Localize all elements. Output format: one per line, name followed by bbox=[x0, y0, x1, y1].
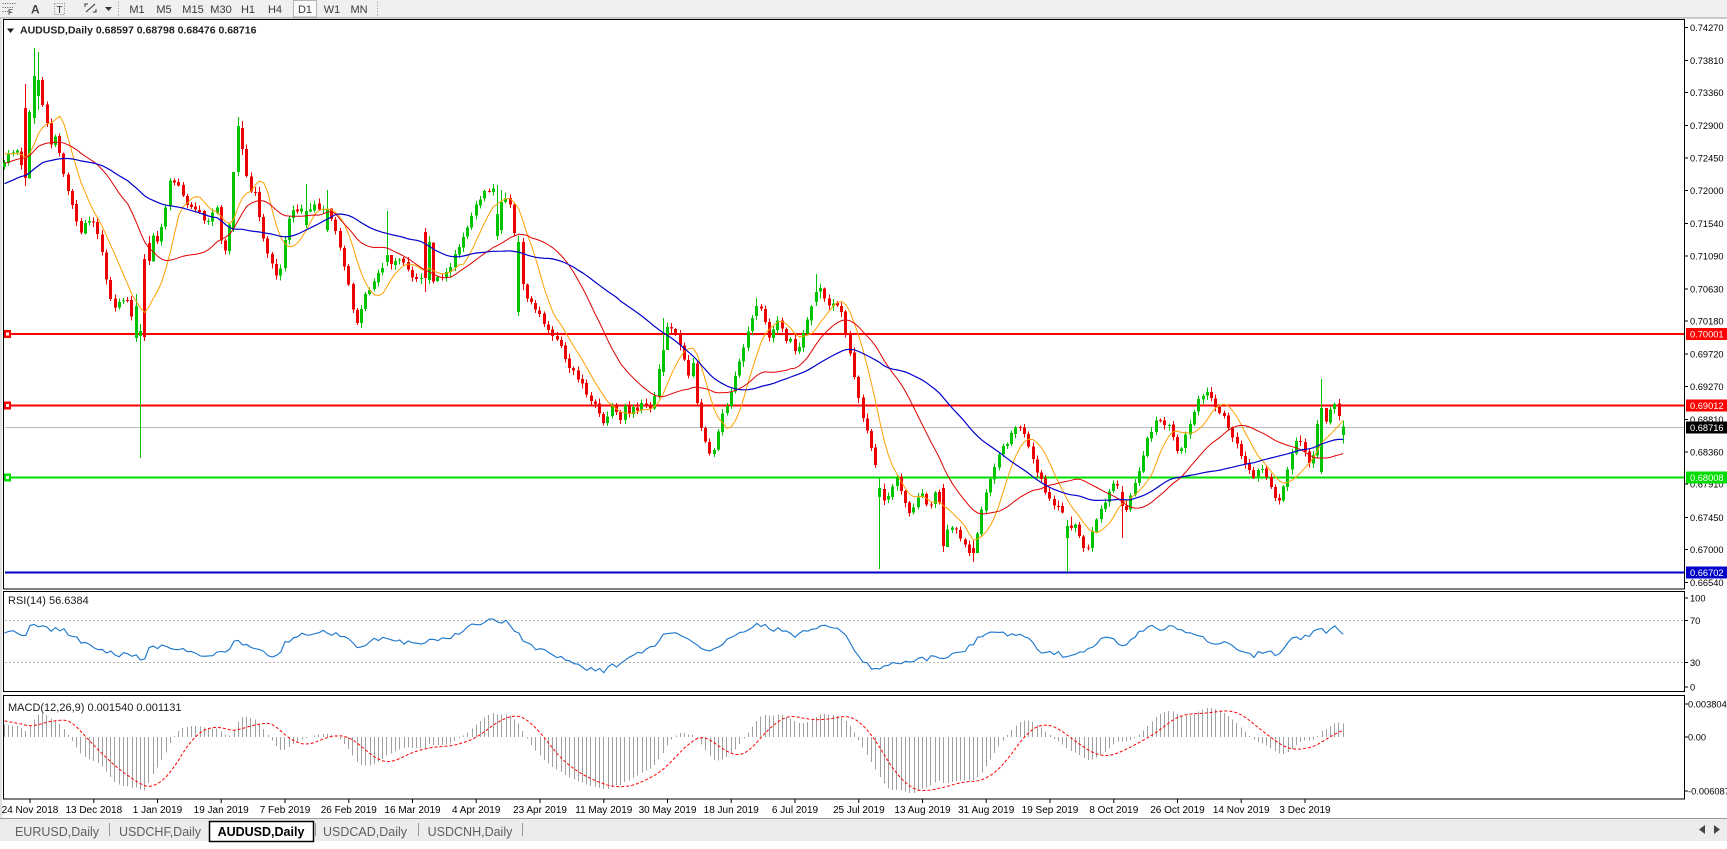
svg-text:0: 0 bbox=[1690, 683, 1695, 693]
svg-text:13 Dec 2018: 13 Dec 2018 bbox=[65, 805, 122, 816]
svg-text:USDCAD,Daily: USDCAD,Daily bbox=[323, 825, 408, 839]
svg-text:H1: H1 bbox=[241, 4, 255, 16]
svg-text:0.67450: 0.67450 bbox=[1690, 513, 1724, 523]
svg-text:8 Oct 2019: 8 Oct 2019 bbox=[1089, 805, 1138, 816]
svg-text:M15: M15 bbox=[182, 4, 203, 16]
svg-text:7 Feb 2019: 7 Feb 2019 bbox=[260, 805, 311, 816]
svg-text:0.73360: 0.73360 bbox=[1690, 88, 1724, 98]
svg-text:30: 30 bbox=[1690, 658, 1700, 668]
svg-text:0.70180: 0.70180 bbox=[1690, 317, 1724, 327]
svg-text:0.69270: 0.69270 bbox=[1690, 382, 1724, 392]
svg-text:M30: M30 bbox=[210, 4, 231, 16]
svg-text:70: 70 bbox=[1690, 616, 1700, 626]
svg-text:A: A bbox=[31, 3, 40, 17]
svg-text:26 Feb 2019: 26 Feb 2019 bbox=[321, 805, 378, 816]
svg-text:1 Jan 2019: 1 Jan 2019 bbox=[133, 805, 183, 816]
svg-text:16 Mar 2019: 16 Mar 2019 bbox=[384, 805, 441, 816]
svg-text:AUDUSD,Daily 0.68597 0.68798: AUDUSD,Daily 0.68597 0.68798 0.68476 0.6… bbox=[20, 25, 257, 37]
svg-text:0.71540: 0.71540 bbox=[1690, 219, 1724, 229]
svg-text:13 Aug 2019: 13 Aug 2019 bbox=[894, 805, 951, 816]
svg-text:0.70001: 0.70001 bbox=[1690, 330, 1724, 340]
svg-text:0.68008: 0.68008 bbox=[1690, 473, 1724, 483]
svg-text:0.68716: 0.68716 bbox=[1690, 423, 1724, 433]
svg-text:0.72450: 0.72450 bbox=[1690, 154, 1724, 164]
svg-text:4 Apr 2019: 4 Apr 2019 bbox=[452, 805, 501, 816]
svg-text:D1: D1 bbox=[298, 4, 312, 16]
svg-text:USDCHF,Daily: USDCHF,Daily bbox=[119, 825, 202, 839]
svg-text:RSI(14) 56.6384: RSI(14) 56.6384 bbox=[8, 595, 89, 607]
svg-text:0.67000: 0.67000 bbox=[1690, 545, 1724, 555]
svg-text:100: 100 bbox=[1690, 594, 1706, 604]
svg-text:14 Nov 2019: 14 Nov 2019 bbox=[1213, 805, 1270, 816]
svg-text:0.68360: 0.68360 bbox=[1690, 447, 1724, 457]
svg-text:MACD(12,26,9) 0.001540 0.00113: MACD(12,26,9) 0.001540 0.001131 bbox=[8, 702, 181, 714]
svg-text:0.74270: 0.74270 bbox=[1690, 23, 1724, 33]
svg-text:25 Jul 2019: 25 Jul 2019 bbox=[833, 805, 885, 816]
svg-text:0.72000: 0.72000 bbox=[1690, 186, 1724, 196]
svg-text:19 Sep 2019: 19 Sep 2019 bbox=[1022, 805, 1079, 816]
svg-text:0.67910: 0.67910 bbox=[1690, 480, 1724, 490]
svg-text:11 May 2019: 11 May 2019 bbox=[575, 805, 633, 816]
svg-text:30 May 2019: 30 May 2019 bbox=[639, 805, 697, 816]
svg-text:6 Jul 2019: 6 Jul 2019 bbox=[772, 805, 819, 816]
svg-text:0.73810: 0.73810 bbox=[1690, 56, 1724, 66]
svg-text:18 Jun 2019: 18 Jun 2019 bbox=[704, 805, 759, 816]
svg-text:0.71090: 0.71090 bbox=[1690, 251, 1724, 261]
svg-text:0.69012: 0.69012 bbox=[1690, 401, 1724, 411]
svg-text:3 Dec 2019: 3 Dec 2019 bbox=[1279, 805, 1331, 816]
svg-text:0.66702: 0.66702 bbox=[1690, 568, 1724, 578]
svg-text:0.69720: 0.69720 bbox=[1690, 350, 1724, 360]
svg-text:26 Oct 2019: 26 Oct 2019 bbox=[1150, 805, 1205, 816]
svg-text:M5: M5 bbox=[156, 4, 171, 16]
svg-text:MN: MN bbox=[350, 4, 367, 16]
svg-text:24 Nov 2018: 24 Nov 2018 bbox=[2, 805, 59, 816]
svg-text:-0.006087: -0.006087 bbox=[1688, 787, 1727, 797]
svg-text:T: T bbox=[57, 5, 63, 16]
svg-text:0.003804: 0.003804 bbox=[1688, 700, 1727, 710]
svg-text:0.68810: 0.68810 bbox=[1690, 415, 1724, 425]
svg-text:F: F bbox=[8, 8, 13, 17]
svg-text:0.72900: 0.72900 bbox=[1690, 121, 1724, 131]
svg-text:H4: H4 bbox=[268, 4, 282, 16]
svg-text:0.70630: 0.70630 bbox=[1690, 284, 1724, 294]
svg-text:19 Jan 2019: 19 Jan 2019 bbox=[194, 805, 249, 816]
svg-text:0.66540: 0.66540 bbox=[1690, 578, 1724, 588]
svg-text:31 Aug 2019: 31 Aug 2019 bbox=[958, 805, 1015, 816]
svg-text:W1: W1 bbox=[324, 4, 341, 16]
svg-text:M1: M1 bbox=[129, 4, 144, 16]
svg-text:AUDUSD,Daily: AUDUSD,Daily bbox=[218, 825, 305, 839]
svg-text:EURUSD,Daily: EURUSD,Daily bbox=[15, 825, 100, 839]
svg-text:0.00: 0.00 bbox=[1688, 733, 1706, 743]
svg-text:23 Apr 2019: 23 Apr 2019 bbox=[513, 805, 567, 816]
svg-text:USDCNH,Daily: USDCNH,Daily bbox=[428, 825, 513, 839]
